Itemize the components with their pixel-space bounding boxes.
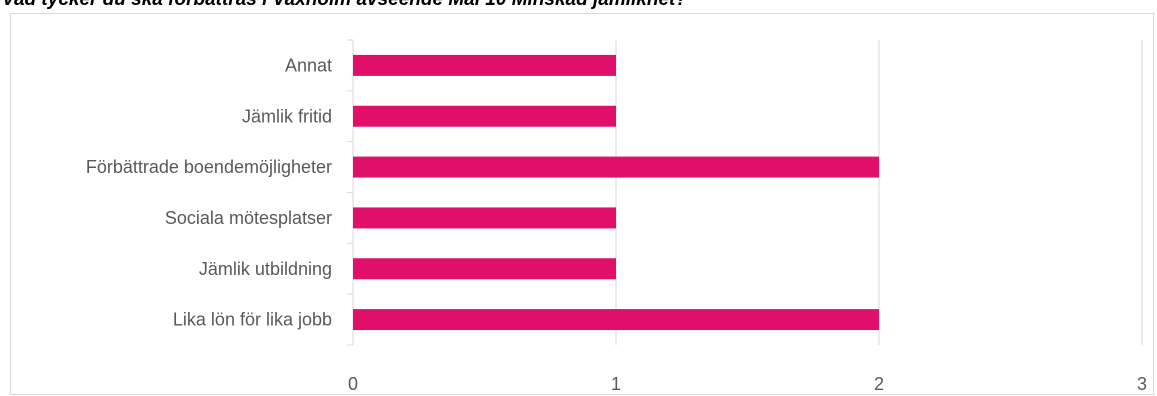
bars bbox=[353, 54, 879, 331]
category-labels: Annat Jämlik fritid Förbättrade boendemöjl… bbox=[86, 55, 332, 329]
x-tick-label-2: 2 bbox=[874, 374, 884, 394]
chart-title: Vad tycker du ska förbättras i Vaxholm a… bbox=[2, 0, 1152, 12]
category-label-1: Jämlik fritid bbox=[242, 106, 332, 126]
chart-frame bbox=[10, 13, 1154, 395]
bar-5 bbox=[353, 309, 879, 331]
category-label-0: Annat bbox=[285, 55, 332, 75]
bar-3 bbox=[353, 207, 616, 229]
bar-0 bbox=[353, 54, 616, 76]
tick-labels: 0 1 2 3 bbox=[348, 374, 1147, 394]
category-label-4: Jämlik utbildning bbox=[199, 259, 332, 279]
bar-4 bbox=[353, 258, 616, 280]
bar-2 bbox=[353, 156, 879, 178]
bar-1 bbox=[353, 105, 616, 127]
x-tick-label-1: 1 bbox=[611, 374, 621, 394]
x-tick-label-0: 0 bbox=[348, 374, 358, 394]
category-label-3: Sociala mötesplatser bbox=[165, 208, 332, 228]
gridlines bbox=[347, 39, 1143, 346]
category-label-2: Förbättrade boendemöjligheter bbox=[86, 157, 332, 177]
x-tick-label-3: 3 bbox=[1137, 374, 1147, 394]
category-label-5: Lika lön för lika jobb bbox=[173, 310, 332, 330]
